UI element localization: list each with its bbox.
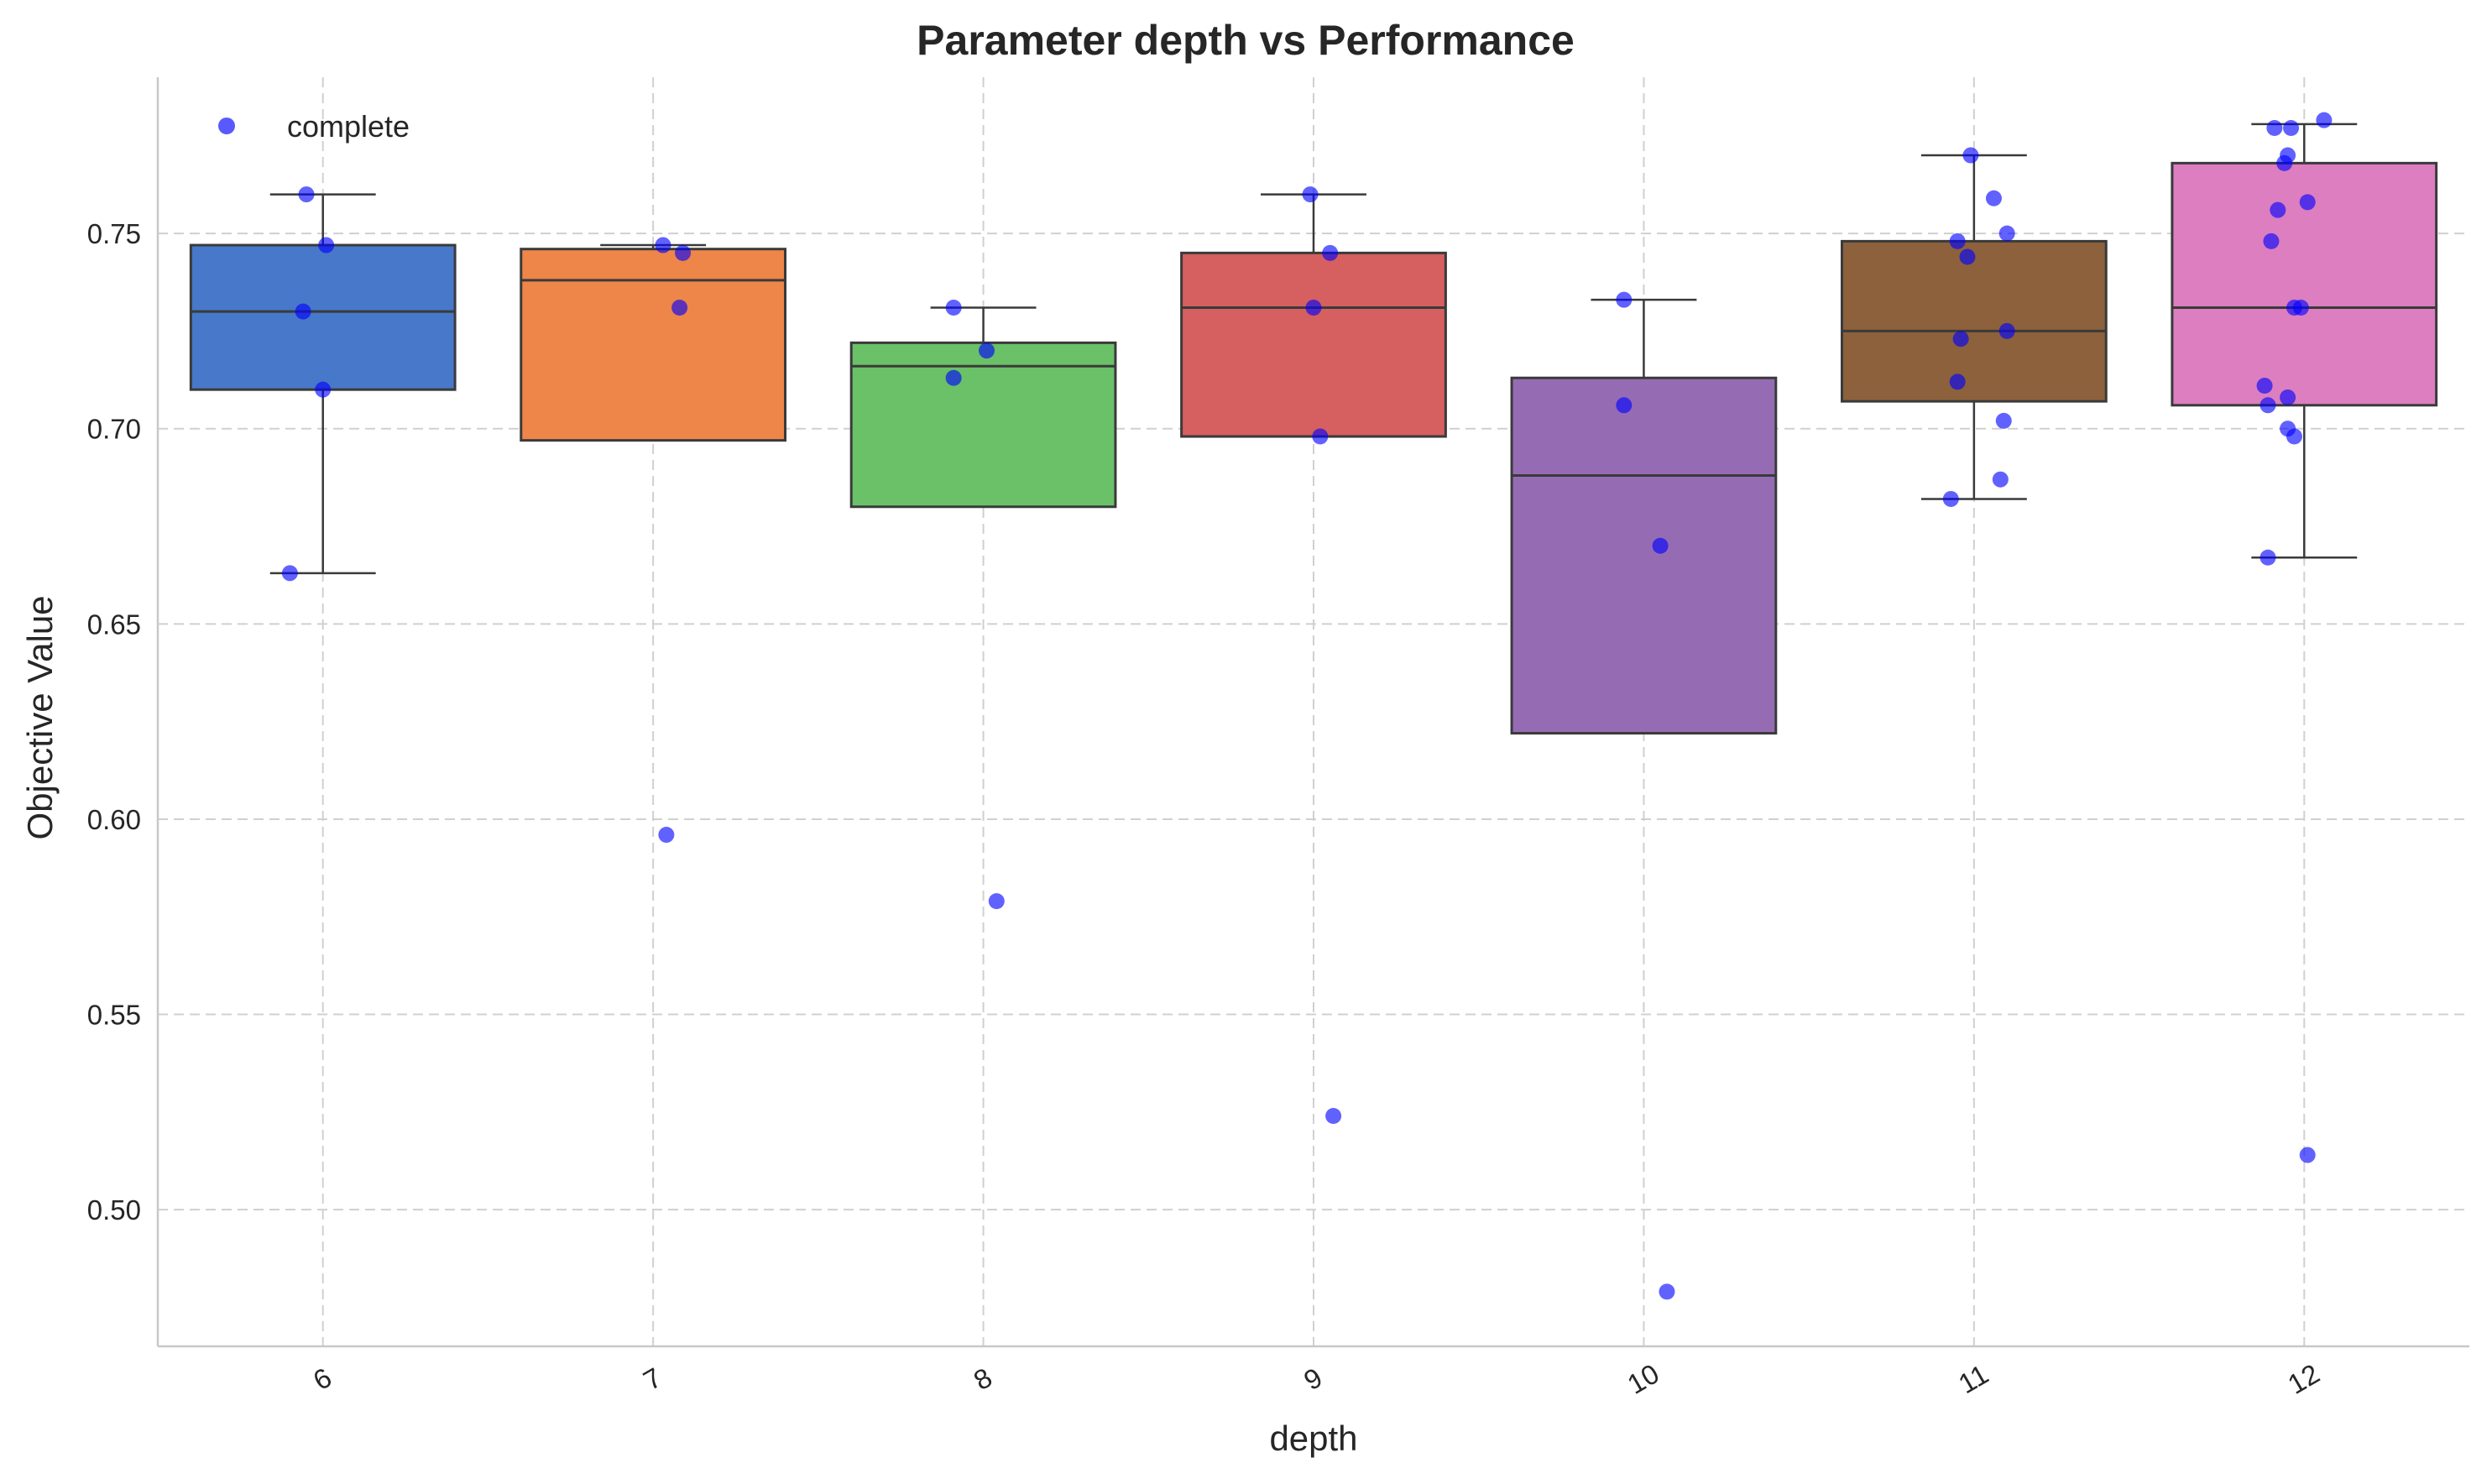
box-body [189, 243, 457, 391]
x-tick-label: 11 [1953, 1358, 1993, 1399]
box-group-11 [1840, 154, 2108, 500]
data-point [1652, 537, 1669, 554]
legend-label-complete: complete [287, 109, 410, 144]
box-body [849, 341, 1117, 509]
x-tick-label: 12 [2282, 1357, 2324, 1399]
data-point [1305, 299, 1322, 316]
data-point [2263, 233, 2280, 249]
data-point [988, 893, 1005, 910]
y-tick-label: 0.60 [87, 804, 141, 835]
axis-layer [156, 77, 2469, 1348]
box-body [1180, 251, 1447, 438]
y-tick-label: 0.75 [87, 218, 141, 249]
data-point [1659, 1283, 1675, 1300]
data-point [318, 237, 335, 253]
x-axis-label: depth [1269, 1419, 1357, 1458]
data-point [2316, 112, 2333, 128]
data-point [2299, 194, 2316, 211]
data-point [2299, 1147, 2316, 1163]
data-point [1995, 412, 2012, 429]
data-point [1949, 374, 1966, 390]
data-point [1985, 190, 2002, 206]
data-point [2283, 119, 2300, 136]
y-axis-label: Objective Value [20, 595, 60, 839]
data-point [1949, 233, 1966, 249]
data-point [1998, 225, 2015, 242]
box-group-6 [189, 193, 457, 575]
box-group-7 [520, 243, 787, 442]
data-point [1992, 471, 2009, 488]
data-point [979, 342, 995, 359]
data-point [2286, 428, 2302, 445]
data-point [1962, 147, 1979, 164]
box-group-9 [1180, 193, 1447, 438]
data-point [2270, 201, 2286, 218]
data-point [1942, 490, 1959, 507]
data-point [1322, 244, 1339, 261]
box-group-10 [1510, 298, 1778, 735]
box-group-12 [2171, 123, 2438, 559]
data-point [658, 827, 675, 844]
data-point [315, 381, 332, 398]
legend-marker [218, 118, 235, 134]
data-point [2266, 119, 2283, 136]
data-point [2280, 389, 2296, 405]
box-group-8 [849, 306, 1117, 509]
box-layer [189, 123, 2438, 735]
data-point [2256, 378, 2273, 395]
box-body [1840, 239, 2108, 403]
data-point [1325, 1108, 1342, 1125]
data-point [1952, 331, 1969, 347]
y-tick-label: 0.70 [87, 414, 141, 445]
data-point [2260, 397, 2276, 414]
point-layer [281, 112, 2333, 1300]
data-point [945, 369, 962, 386]
y-tick-label: 0.55 [87, 1000, 141, 1031]
data-point [2292, 299, 2309, 316]
chart-title: Parameter depth vs Performance [917, 17, 1575, 64]
data-point [281, 565, 298, 582]
data-point [1302, 186, 1319, 203]
x-tick-label: 8 [969, 1361, 997, 1396]
x-tick-label: 7 [638, 1361, 666, 1396]
x-tick-label: 6 [308, 1361, 337, 1396]
data-point [675, 244, 692, 261]
legend: complete [218, 109, 410, 144]
data-point [2276, 154, 2293, 171]
data-point [1959, 248, 1976, 265]
data-point [1616, 291, 1633, 308]
y-tick-label: 0.65 [87, 609, 141, 640]
data-point [945, 299, 962, 316]
x-tick-label: 9 [1298, 1361, 1327, 1396]
data-point [1998, 322, 2015, 339]
data-point [671, 299, 688, 316]
data-point [298, 186, 315, 203]
data-point [1616, 397, 1633, 414]
data-point [295, 303, 311, 320]
data-point [655, 237, 671, 253]
x-tick-label: 10 [1622, 1357, 1664, 1399]
y-tick-label: 0.50 [87, 1194, 141, 1225]
data-point [1312, 428, 1329, 445]
data-point [2260, 549, 2276, 566]
box-body [1510, 376, 1778, 735]
box-body [520, 248, 787, 442]
